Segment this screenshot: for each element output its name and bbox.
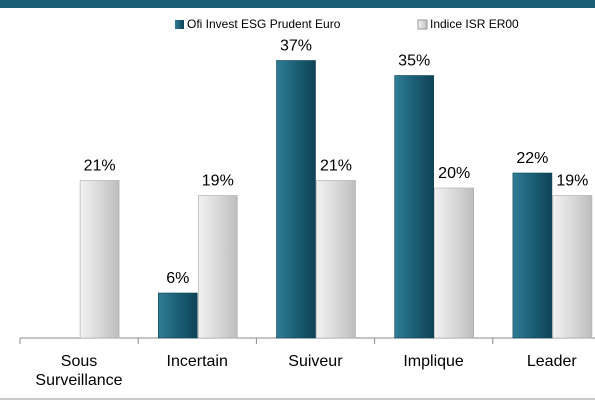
- data-label: 21%: [84, 158, 116, 175]
- x-tick-label: Implique: [403, 353, 464, 370]
- top-band: [0, 0, 595, 8]
- bar: [158, 292, 198, 339]
- x-tick-label: Suiveur: [288, 353, 343, 370]
- data-label: 19%: [556, 173, 588, 190]
- legend-swatch: [417, 19, 428, 30]
- x-tick-label: Incertain: [166, 353, 228, 370]
- data-label: 21%: [320, 158, 352, 175]
- legend-swatch: [175, 20, 184, 29]
- data-label: 22%: [516, 150, 548, 167]
- bar: [512, 172, 553, 339]
- bar: [79, 180, 120, 339]
- data-label: 20%: [438, 165, 470, 182]
- bar: [316, 180, 356, 339]
- data-label: 35%: [398, 53, 430, 70]
- bar: [276, 60, 316, 339]
- bar: [394, 75, 435, 339]
- bar: [552, 195, 593, 339]
- x-tick-label: Sous Surveillance: [35, 353, 123, 389]
- bar: [198, 195, 238, 339]
- data-label: 37%: [280, 38, 312, 55]
- bar: [434, 187, 475, 339]
- data-label: 19%: [202, 173, 234, 190]
- data-label: 6%: [166, 270, 189, 287]
- x-tick-label: Leader: [526, 353, 577, 370]
- legend-label: Ofi Invest ESG Prudent Euro: [187, 17, 341, 31]
- legend-label: Indice ISR ER00: [430, 17, 519, 31]
